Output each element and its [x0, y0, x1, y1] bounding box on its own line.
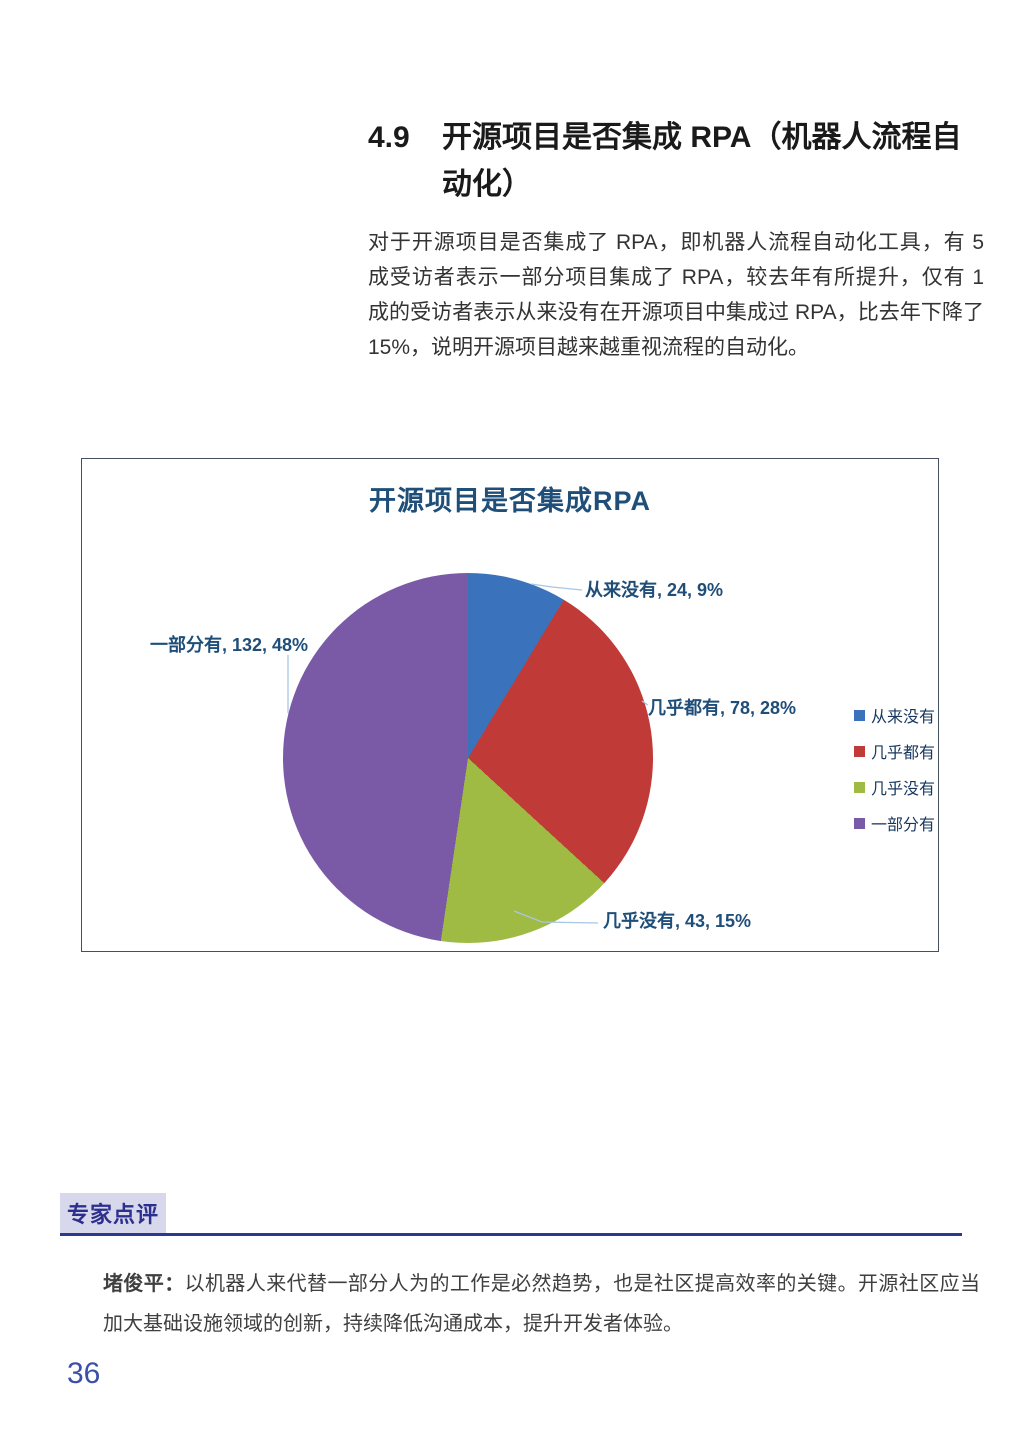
expert-author: 堵俊平： [103, 1273, 185, 1295]
pie-chart-frame: 开源项目是否集成RPA 从来没有, 24, 9% 几乎都有, 78, 28% 几… [81, 458, 939, 952]
legend-swatch-blue [854, 709, 865, 721]
section-heading: 4.9 开源项目是否集成 RPA（机器人流程自动化） [368, 114, 984, 208]
data-label-partial: 一部分有, 132, 48% [150, 635, 309, 655]
section-title: 开源项目是否集成 RPA（机器人流程自动化） [442, 121, 962, 201]
legend-swatch-red [854, 745, 865, 757]
data-label-almost-none: 几乎没有, 43, 15% [603, 911, 752, 931]
legend-swatch-purple [854, 817, 865, 829]
section-number: 4.9 [368, 121, 410, 154]
section-paragraph: 对于开源项目是否集成了 RPA，即机器人流程自动化工具，有 5 成受访者表示一部… [368, 231, 984, 359]
legend-label: 几乎没有 [871, 781, 936, 798]
legend-item-partial: 一部分有 [854, 811, 935, 835]
chart-title: 开源项目是否集成RPA [368, 486, 651, 516]
legend-label: 从来没有 [871, 709, 936, 726]
legend-swatch-green [854, 781, 865, 793]
legend-item-never: 从来没有 [854, 703, 935, 727]
expert-review-badge: 专家点评 [60, 1193, 166, 1233]
expert-section-divider [60, 1233, 962, 1236]
expert-comment-text: 以机器人来代替一部分人为的工作是必然趋势，也是社区提高效率的关键。开源社区应当加… [103, 1273, 981, 1335]
data-label-almost-all: 几乎都有, 78, 28% [648, 698, 797, 718]
chart-legend: 从来没有 几乎都有 几乎没有 一部分有 [854, 703, 935, 835]
data-label-never: 从来没有, 24, 9% [585, 580, 724, 600]
expert-comment: 堵俊平：以机器人来代替一部分人为的工作是必然趋势，也是社区提高效率的关键。开源社… [103, 1264, 980, 1344]
legend-label: 几乎都有 [871, 745, 936, 762]
legend-item-almost-all: 几乎都有 [854, 739, 935, 763]
legend-label: 一部分有 [871, 817, 936, 834]
legend-item-almost-none: 几乎没有 [854, 775, 935, 799]
page-number: 36 [67, 1357, 101, 1390]
pie [283, 573, 653, 943]
leader-lines [287, 583, 649, 924]
